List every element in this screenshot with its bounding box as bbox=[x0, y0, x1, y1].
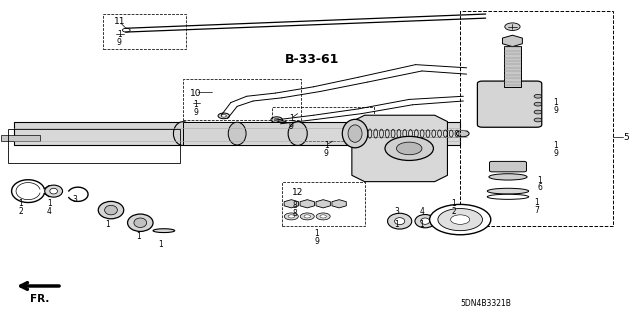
Text: 1: 1 bbox=[324, 141, 329, 150]
Ellipse shape bbox=[288, 122, 307, 145]
Bar bbox=[272, 107, 374, 141]
Bar bbox=[460, 11, 613, 226]
Ellipse shape bbox=[487, 188, 529, 194]
Text: 9: 9 bbox=[117, 38, 122, 47]
Text: 9: 9 bbox=[193, 108, 198, 116]
Text: 9: 9 bbox=[324, 149, 329, 158]
Text: 1: 1 bbox=[106, 220, 110, 229]
Circle shape bbox=[534, 110, 541, 114]
Bar bbox=[8, 130, 180, 163]
Text: 1: 1 bbox=[158, 241, 163, 249]
Text: 10: 10 bbox=[190, 89, 202, 98]
FancyBboxPatch shape bbox=[477, 81, 541, 127]
Circle shape bbox=[300, 213, 314, 220]
Ellipse shape bbox=[104, 205, 117, 215]
Circle shape bbox=[304, 215, 310, 218]
Circle shape bbox=[122, 28, 130, 32]
Bar bbox=[14, 122, 460, 145]
Ellipse shape bbox=[348, 125, 362, 142]
Text: 2: 2 bbox=[451, 207, 456, 216]
Text: 1: 1 bbox=[314, 229, 319, 238]
Circle shape bbox=[456, 130, 469, 137]
Circle shape bbox=[534, 94, 541, 98]
Polygon shape bbox=[352, 115, 447, 182]
Circle shape bbox=[438, 209, 483, 231]
Text: 1: 1 bbox=[420, 220, 424, 229]
Text: 9: 9 bbox=[314, 237, 319, 246]
Text: 7: 7 bbox=[534, 206, 539, 215]
Circle shape bbox=[288, 215, 294, 218]
Ellipse shape bbox=[420, 218, 429, 224]
Text: 3: 3 bbox=[72, 195, 77, 204]
FancyBboxPatch shape bbox=[490, 161, 527, 172]
Text: 1: 1 bbox=[136, 233, 141, 241]
Text: 4: 4 bbox=[47, 207, 52, 216]
Circle shape bbox=[276, 121, 287, 127]
Bar bbox=[1, 135, 40, 141]
Text: 1: 1 bbox=[289, 114, 294, 123]
FancyBboxPatch shape bbox=[504, 46, 522, 87]
Text: 11: 11 bbox=[113, 18, 125, 26]
Ellipse shape bbox=[342, 119, 368, 148]
Text: 5: 5 bbox=[623, 133, 628, 142]
Text: 12: 12 bbox=[292, 188, 303, 197]
Text: 1: 1 bbox=[554, 98, 558, 107]
Circle shape bbox=[218, 113, 230, 119]
Ellipse shape bbox=[153, 229, 175, 233]
Text: 9: 9 bbox=[554, 149, 558, 158]
Text: 8: 8 bbox=[292, 201, 297, 210]
Ellipse shape bbox=[415, 214, 435, 228]
Circle shape bbox=[534, 102, 541, 106]
Ellipse shape bbox=[228, 122, 246, 145]
Circle shape bbox=[316, 213, 330, 220]
Circle shape bbox=[505, 23, 520, 31]
Text: B-33-61: B-33-61 bbox=[285, 53, 339, 66]
Text: 2: 2 bbox=[18, 207, 23, 216]
Text: 9: 9 bbox=[289, 122, 294, 131]
Circle shape bbox=[534, 118, 541, 122]
Ellipse shape bbox=[487, 194, 529, 199]
Text: 1: 1 bbox=[47, 199, 52, 208]
Ellipse shape bbox=[127, 214, 153, 232]
Circle shape bbox=[274, 118, 279, 121]
Text: 1: 1 bbox=[451, 199, 456, 208]
Text: 9: 9 bbox=[554, 106, 558, 115]
Text: 1: 1 bbox=[538, 175, 542, 185]
Ellipse shape bbox=[173, 122, 193, 145]
Circle shape bbox=[451, 215, 470, 224]
Text: 1: 1 bbox=[18, 199, 23, 208]
Text: FR.: FR. bbox=[30, 294, 49, 304]
Ellipse shape bbox=[394, 218, 404, 225]
Circle shape bbox=[385, 137, 433, 160]
Circle shape bbox=[396, 142, 422, 155]
Text: 1: 1 bbox=[394, 220, 399, 229]
Text: 1: 1 bbox=[193, 100, 198, 109]
Text: 1: 1 bbox=[554, 141, 558, 150]
Ellipse shape bbox=[45, 185, 63, 197]
Text: 1: 1 bbox=[534, 198, 539, 207]
Text: 3: 3 bbox=[394, 207, 399, 216]
Text: 5DN4B3321B: 5DN4B3321B bbox=[460, 299, 511, 308]
Ellipse shape bbox=[99, 201, 124, 219]
Text: 1: 1 bbox=[117, 30, 122, 39]
Circle shape bbox=[320, 215, 326, 218]
Bar bbox=[183, 122, 298, 145]
Circle shape bbox=[271, 117, 282, 122]
Circle shape bbox=[221, 115, 227, 117]
Circle shape bbox=[429, 204, 491, 235]
Text: 4: 4 bbox=[419, 207, 424, 216]
Bar bbox=[103, 14, 186, 49]
Ellipse shape bbox=[388, 213, 412, 229]
Circle shape bbox=[284, 213, 298, 220]
Text: 8: 8 bbox=[292, 209, 297, 218]
Bar bbox=[282, 182, 365, 226]
Text: 6: 6 bbox=[538, 183, 542, 192]
Ellipse shape bbox=[134, 218, 147, 227]
Ellipse shape bbox=[50, 188, 58, 194]
Ellipse shape bbox=[489, 174, 527, 180]
Bar bbox=[183, 79, 301, 120]
